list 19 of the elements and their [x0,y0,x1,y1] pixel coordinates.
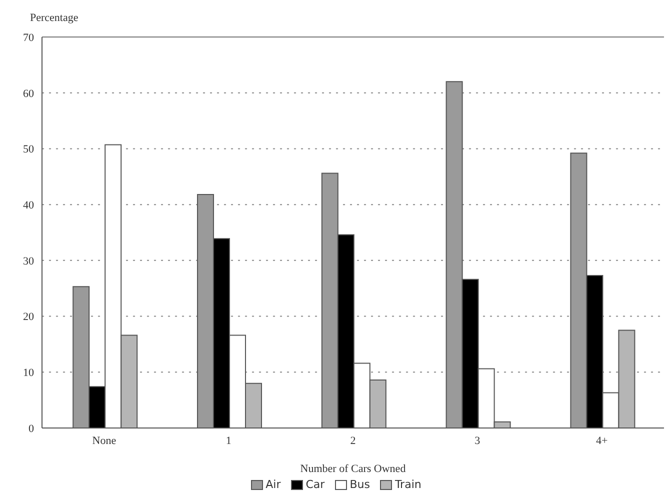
legend-label: Bus [350,478,370,491]
y-tick-label: 0 [28,422,34,435]
y-tick-label: 50 [23,144,34,156]
x-tick-label: 3 [474,434,481,447]
y-axis-title: Percentage [30,12,78,24]
legend-label: Car [306,478,325,491]
x-tick-label: 2 [350,434,356,447]
legend-label: Air [266,478,281,491]
x-tick-label: 1 [226,434,232,447]
x-axis-title: Number of Cars Owned [300,463,406,475]
x-tick-label: None [92,434,116,447]
legend-label: Train [394,478,422,491]
x-tick-label: 4+ [596,434,608,447]
y-tick-label: 40 [23,199,34,212]
y-tick-label: 10 [23,367,34,380]
y-tick-label: 20 [23,311,34,324]
y-tick-label: 30 [23,255,34,268]
y-tick-label: 60 [23,88,34,100]
y-tick-label: 70 [23,32,34,44]
